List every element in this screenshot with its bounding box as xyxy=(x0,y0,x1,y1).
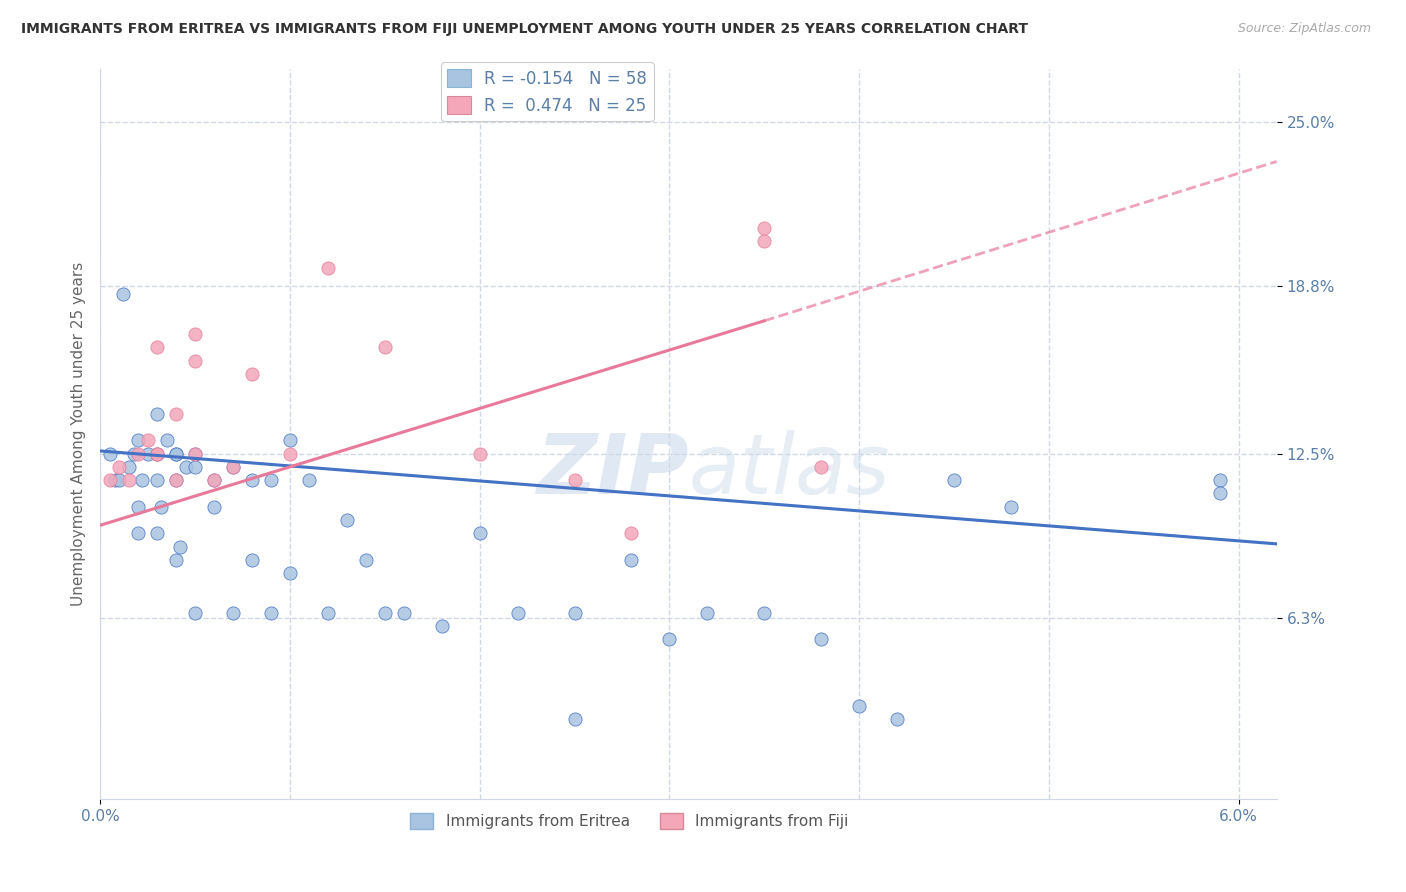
Point xyxy=(620,553,643,567)
Point xyxy=(111,287,134,301)
Point xyxy=(240,367,263,381)
Point xyxy=(754,234,776,248)
Point xyxy=(169,540,191,554)
Point xyxy=(810,459,832,474)
Point xyxy=(165,447,187,461)
Point xyxy=(165,447,187,461)
Point xyxy=(184,447,207,461)
Point xyxy=(124,447,146,461)
Point xyxy=(564,606,586,620)
Point xyxy=(146,526,169,541)
Point xyxy=(468,526,491,541)
Point xyxy=(146,340,169,354)
Point xyxy=(260,606,283,620)
Point xyxy=(222,606,245,620)
Point xyxy=(165,473,187,487)
Point xyxy=(184,327,207,342)
Point xyxy=(104,473,127,487)
Point xyxy=(165,407,187,421)
Point xyxy=(506,606,529,620)
Point xyxy=(848,698,870,713)
Point xyxy=(564,712,586,726)
Point xyxy=(810,632,832,647)
Point xyxy=(430,619,453,633)
Point xyxy=(202,473,225,487)
Point xyxy=(260,473,283,487)
Point xyxy=(155,434,177,448)
Point xyxy=(1209,486,1232,500)
Point xyxy=(278,566,301,580)
Point xyxy=(564,473,586,487)
Point xyxy=(108,459,131,474)
Point xyxy=(165,473,187,487)
Point xyxy=(316,606,339,620)
Text: atlas: atlas xyxy=(689,430,890,511)
Text: Source: ZipAtlas.com: Source: ZipAtlas.com xyxy=(1237,22,1371,36)
Point xyxy=(202,500,225,514)
Point xyxy=(184,447,207,461)
Point xyxy=(136,447,159,461)
Point xyxy=(136,434,159,448)
Point xyxy=(127,447,149,461)
Point xyxy=(202,473,225,487)
Point xyxy=(886,712,908,726)
Point xyxy=(165,553,187,567)
Point xyxy=(222,459,245,474)
Point xyxy=(174,459,197,474)
Point xyxy=(620,526,643,541)
Point xyxy=(98,473,121,487)
Point xyxy=(240,473,263,487)
Point xyxy=(146,407,169,421)
Point xyxy=(754,606,776,620)
Point xyxy=(240,553,263,567)
Point xyxy=(117,459,139,474)
Point xyxy=(149,500,172,514)
Point xyxy=(127,526,149,541)
Point xyxy=(222,459,245,474)
Point xyxy=(374,606,396,620)
Point xyxy=(754,220,776,235)
Point xyxy=(127,434,149,448)
Point xyxy=(108,473,131,487)
Point xyxy=(336,513,359,527)
Point xyxy=(184,459,207,474)
Legend: Immigrants from Eritrea, Immigrants from Fiji: Immigrants from Eritrea, Immigrants from… xyxy=(405,806,855,835)
Point xyxy=(146,447,169,461)
Point xyxy=(98,447,121,461)
Point xyxy=(278,447,301,461)
Point xyxy=(658,632,681,647)
Point xyxy=(316,260,339,275)
Point xyxy=(298,473,321,487)
Text: IMMIGRANTS FROM ERITREA VS IMMIGRANTS FROM FIJI UNEMPLOYMENT AMONG YOUTH UNDER 2: IMMIGRANTS FROM ERITREA VS IMMIGRANTS FR… xyxy=(21,22,1028,37)
Point xyxy=(146,473,169,487)
Point xyxy=(354,553,377,567)
Point xyxy=(943,473,966,487)
Point xyxy=(184,353,207,368)
Point xyxy=(117,473,139,487)
Point xyxy=(146,447,169,461)
Point xyxy=(374,340,396,354)
Point xyxy=(1000,500,1022,514)
Point xyxy=(146,447,169,461)
Point xyxy=(696,606,718,620)
Point xyxy=(131,473,153,487)
Point xyxy=(184,606,207,620)
Text: ZIP: ZIP xyxy=(536,430,689,511)
Point xyxy=(392,606,415,620)
Point xyxy=(127,500,149,514)
Point xyxy=(278,434,301,448)
Point xyxy=(468,447,491,461)
Point xyxy=(1209,473,1232,487)
Y-axis label: Unemployment Among Youth under 25 years: Unemployment Among Youth under 25 years xyxy=(72,261,86,606)
